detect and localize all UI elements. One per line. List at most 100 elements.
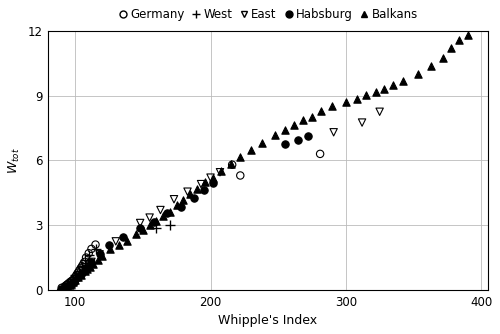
Point [136,226,144,231]
Point [150,219,158,224]
Point [197,181,205,187]
Point [60,284,68,289]
Point [80,268,88,274]
Point [82,266,90,271]
Point [228,162,236,167]
Point [66,280,74,285]
Point [60,284,68,289]
Point [64,281,72,286]
Point [146,222,154,228]
Point [209,175,217,180]
Point [63,283,71,288]
Point [82,265,90,270]
Point [84,250,92,256]
Point [112,239,120,244]
Point [76,273,84,278]
Point [272,132,280,138]
Point [80,257,88,263]
Point [304,133,312,138]
Point [67,281,75,287]
Point [71,274,79,280]
Point [201,180,209,185]
Point [316,151,324,157]
Point [80,259,88,265]
Point [209,180,217,186]
Point [376,109,384,115]
Point [84,253,92,258]
Point [236,154,244,160]
Point [86,264,94,269]
Point [172,203,180,208]
Point [342,99,350,104]
Point [166,209,174,214]
Point [200,187,208,192]
Point [114,242,122,248]
Point [118,234,126,240]
Point [216,170,224,175]
Point [74,273,82,279]
X-axis label: Whipple's Index: Whipple's Index [218,314,318,327]
Point [94,258,102,263]
Point [88,259,96,265]
Point [170,197,178,202]
Point [328,103,336,109]
Point [163,211,171,216]
Point [281,142,289,147]
Point [290,123,298,128]
Point [456,38,464,43]
Point [70,279,78,285]
Point [448,46,456,51]
Point [76,268,84,273]
Point [389,82,397,88]
Y-axis label: W$_{tot}$: W$_{tot}$ [7,147,22,174]
Point [92,242,100,247]
Point [372,89,380,95]
Point [80,262,88,267]
Point [318,108,326,113]
Point [414,72,422,77]
Point [190,195,198,201]
Point [281,128,289,133]
Point [74,275,82,280]
Point [358,120,366,125]
Point [71,277,79,282]
Point [66,283,74,288]
Point [184,189,192,194]
Point [68,278,76,283]
Point [146,215,154,220]
Point [58,285,66,291]
Point [89,262,97,267]
Point [78,269,86,274]
Point [439,56,447,61]
Point [180,197,188,202]
Point [186,192,194,197]
Point [427,63,435,68]
Point [156,207,164,213]
Point [159,213,167,219]
Point [72,272,80,278]
Point [78,264,86,269]
Point [380,86,388,91]
Point [98,253,106,259]
Legend: Germany, West, East, Habsburg, Balkans: Germany, West, East, Habsburg, Balkans [117,7,419,22]
Point [218,168,226,173]
Point [88,246,96,252]
Point [362,93,370,98]
Point [92,246,100,252]
Point [330,130,338,135]
Point [177,204,185,209]
Point [258,140,266,145]
Point [308,114,316,120]
Point [55,286,63,292]
Point [227,162,235,167]
Point [88,260,96,265]
Point [294,137,302,143]
Point [63,282,71,287]
Point [139,227,147,232]
Point [78,271,86,276]
Point [71,277,79,282]
Point [352,96,360,102]
Point [84,266,92,272]
Point [78,264,86,269]
Point [298,117,306,123]
